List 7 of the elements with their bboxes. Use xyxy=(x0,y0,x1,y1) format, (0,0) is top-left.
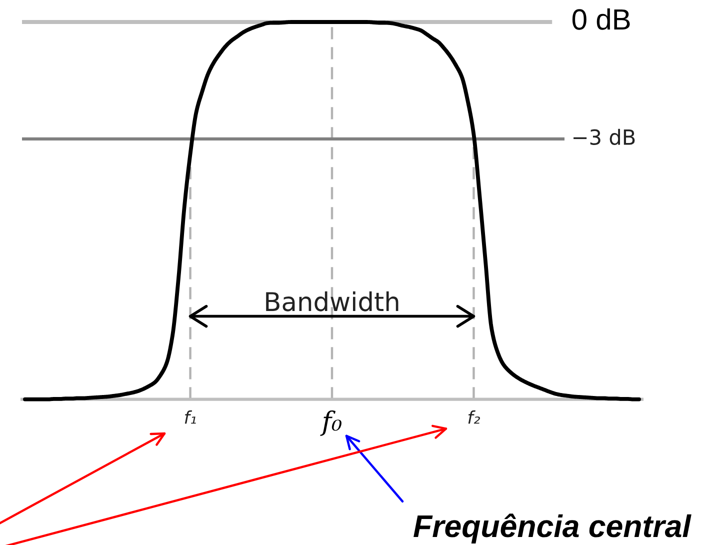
x-tick-label: f₂ xyxy=(468,410,480,424)
x-tick-label: f₀ xyxy=(320,410,342,436)
ref-line-label: −3 dB xyxy=(574,128,635,146)
text: Frequência central xyxy=(414,514,692,544)
ref-line-label: 0 dB xyxy=(572,8,630,30)
legend-label: Bandwidth xyxy=(266,291,398,312)
x-tick-label: f₁ xyxy=(184,410,196,424)
